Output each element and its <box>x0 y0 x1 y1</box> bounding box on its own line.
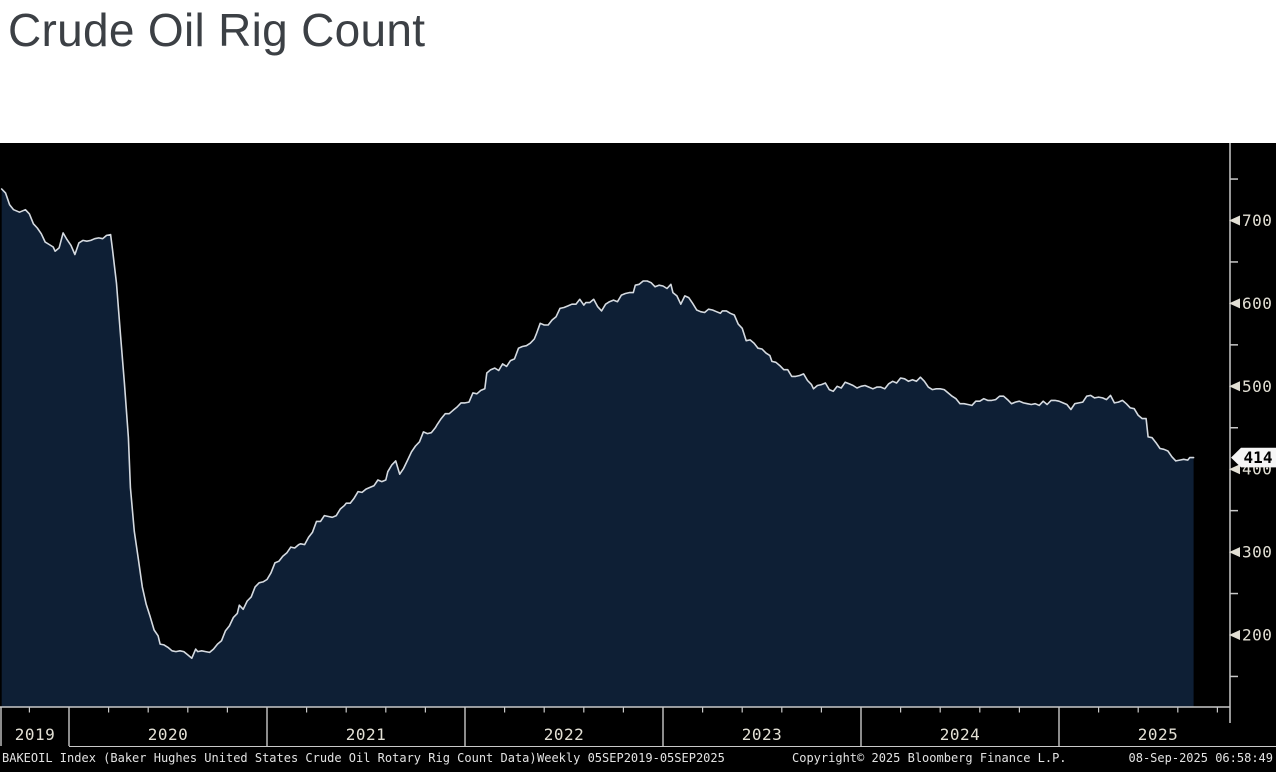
last-value-label: 414 <box>1244 448 1273 467</box>
y-axis-label-600: 600 <box>1242 294 1272 313</box>
y-tick-arrow <box>1229 630 1240 640</box>
chart-period-text: Weekly 05SEP2019-05SEP2025 <box>537 751 725 765</box>
last-value-badge <box>1231 447 1276 468</box>
x-axis-label-2022: 2022 <box>544 725 585 744</box>
y-tick-arrow <box>1229 381 1240 392</box>
x-axis-label-2020: 2020 <box>148 725 189 744</box>
rig-count-area-fill <box>1 189 1194 707</box>
chart-plot-area[interactable]: 2019 2020 2021 2022 2023 2024 2025200300400500… <box>0 143 1276 772</box>
y-tick-arrow <box>1229 215 1240 226</box>
y-axis-label-200: 200 <box>1242 626 1272 645</box>
y-axis-label-300: 300 <box>1242 543 1272 562</box>
y-tick-arrow <box>1229 547 1240 558</box>
page-title: Crude Oil Rig Count <box>8 4 426 56</box>
y-axis-label-700: 700 <box>1242 211 1272 230</box>
rig-count-line <box>0 188 1195 659</box>
y-tick-arrow <box>1229 298 1240 309</box>
x-axis-label-2025: 2025 <box>1138 725 1179 744</box>
chart-source-text: BAKEOIL Index (Baker Hughes United State… <box>2 751 537 765</box>
chart-timestamp-text: 08-Sep-2025 06:58:49 <box>1128 751 1274 765</box>
x-axis-label-2024: 2024 <box>940 725 981 744</box>
y-tick-arrow <box>1229 464 1240 475</box>
chart-copyright-text: Copyright© 2025 Bloomberg Finance L.P. <box>792 751 1067 765</box>
x-axis-label-2023: 2023 <box>742 725 783 744</box>
x-axis-label-2019: 2019 <box>15 725 56 744</box>
x-axis-label-2021: 2021 <box>346 725 387 744</box>
y-axis-label-500: 500 <box>1242 377 1272 396</box>
rig-count-chart: 2019 2020 2021 2022 2023 2024 2025 200 300 400 500… <box>0 143 1276 772</box>
